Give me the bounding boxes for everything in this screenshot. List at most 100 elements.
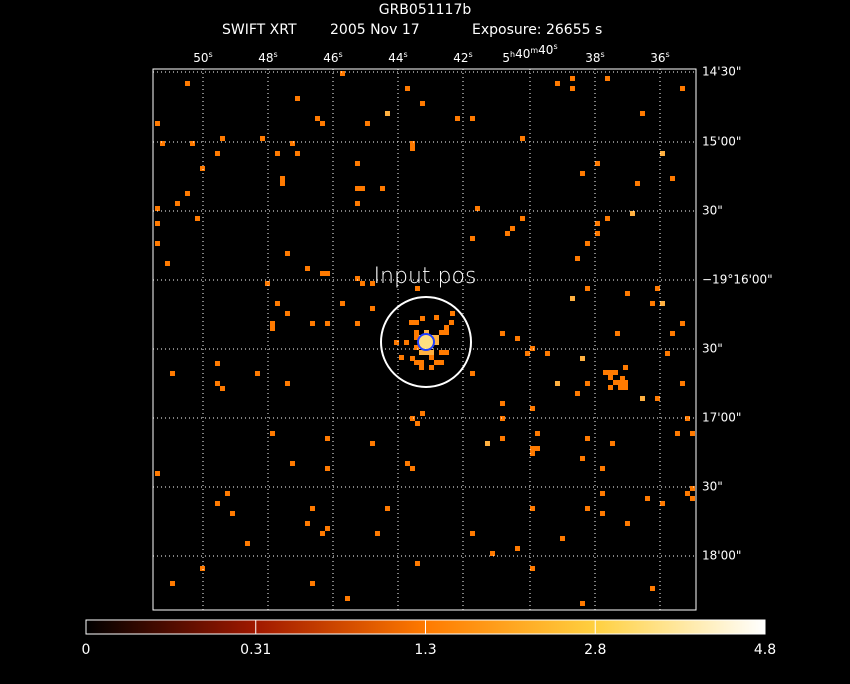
instrument: SWIFT XRT: [222, 22, 297, 38]
pixel: [225, 491, 230, 496]
pixel: [640, 111, 645, 116]
pixel: [505, 231, 510, 236]
pixel: [285, 381, 290, 386]
pixel: [360, 186, 365, 191]
pixel: [470, 371, 475, 376]
pixel: [320, 271, 325, 276]
pixel: [245, 541, 250, 546]
pixels: [155, 71, 695, 606]
pixel: [355, 276, 360, 281]
pixel: [419, 365, 424, 370]
pixel: [275, 301, 280, 306]
pixel: [623, 385, 628, 390]
pixel: [630, 211, 635, 216]
pixel: [610, 441, 615, 446]
pixel: [535, 431, 540, 436]
pixel: [265, 281, 270, 286]
pixel: [355, 161, 360, 166]
pixel: [660, 501, 665, 506]
pixel: [595, 221, 600, 226]
pixel: [450, 311, 455, 316]
pixel: [685, 416, 690, 421]
pixel: [650, 301, 655, 306]
pixel: [355, 321, 360, 326]
pixel: [470, 531, 475, 536]
pixel: [640, 396, 645, 401]
pixel: [410, 416, 415, 421]
pixel: [525, 351, 530, 356]
pixel: [520, 136, 525, 141]
label-superscript: h: [510, 50, 515, 59]
top-axis-label: 46s: [323, 50, 342, 65]
pixel: [680, 381, 685, 386]
pixel: [555, 381, 560, 386]
pixel: [475, 206, 480, 211]
pixel: [570, 86, 575, 91]
right-axis-label: −19°16'00": [702, 273, 773, 287]
pixel: [585, 506, 590, 511]
pixel: [410, 146, 415, 151]
date: 2005 Nov 17: [330, 22, 420, 38]
pixel: [600, 511, 605, 516]
pixel: [260, 136, 265, 141]
pixel: [439, 350, 444, 355]
pixel: [320, 121, 325, 126]
pixel: [419, 335, 433, 349]
pixel: [439, 330, 444, 335]
pixel: [485, 441, 490, 446]
pixel: [190, 141, 195, 146]
pixel: [420, 411, 425, 416]
pixel: [585, 286, 590, 291]
label-superscript: s: [209, 50, 213, 59]
pixel: [280, 181, 285, 186]
pixel: [410, 356, 415, 361]
pixel: [429, 355, 434, 360]
marker-label: Input pos: [374, 264, 477, 289]
right-axis-label: 15'00": [702, 135, 741, 149]
pixel: [270, 321, 275, 326]
pixel: [635, 181, 640, 186]
pixel: [215, 501, 220, 506]
top-axis-label: 36s: [650, 50, 669, 65]
pixel: [680, 321, 685, 326]
pixel: [155, 206, 160, 211]
pixel: [170, 581, 175, 586]
pixel: [618, 380, 623, 385]
pixel: [470, 116, 475, 121]
pixel: [419, 360, 424, 365]
source-circle: [380, 296, 472, 388]
pixel: [220, 136, 225, 141]
top-axis-label: 48s: [258, 50, 277, 65]
colorbar-label: 4.8: [754, 642, 776, 658]
pixel: [530, 506, 535, 511]
pixel: [560, 536, 565, 541]
pixel: [500, 416, 505, 421]
pixel: [414, 320, 419, 325]
top-axis-label: 44s: [388, 50, 407, 65]
pixel: [385, 506, 390, 511]
pixel: [660, 301, 665, 306]
pixel: [620, 376, 625, 381]
pixel: [394, 340, 399, 345]
pixel: [580, 456, 585, 461]
label-part: 40: [538, 43, 553, 57]
label-superscript: s: [666, 50, 670, 59]
pixel: [515, 546, 520, 551]
right-axis-label: 30": [702, 480, 723, 494]
colorbar-label: 0: [82, 642, 91, 658]
pixel: [470, 236, 475, 241]
pixel: [305, 266, 310, 271]
pixel: [429, 365, 434, 370]
pixel: [444, 325, 449, 330]
right-axis-label: 17'00": [702, 411, 741, 425]
pixel: [670, 331, 675, 336]
pixel: [420, 316, 425, 321]
pixel: [520, 216, 525, 221]
pixel: [409, 320, 414, 325]
colorbar-label: 1.3: [414, 642, 436, 658]
pixel: [623, 380, 628, 385]
pixel: [660, 151, 665, 156]
pixel: [439, 360, 444, 365]
pixel: [355, 201, 360, 206]
